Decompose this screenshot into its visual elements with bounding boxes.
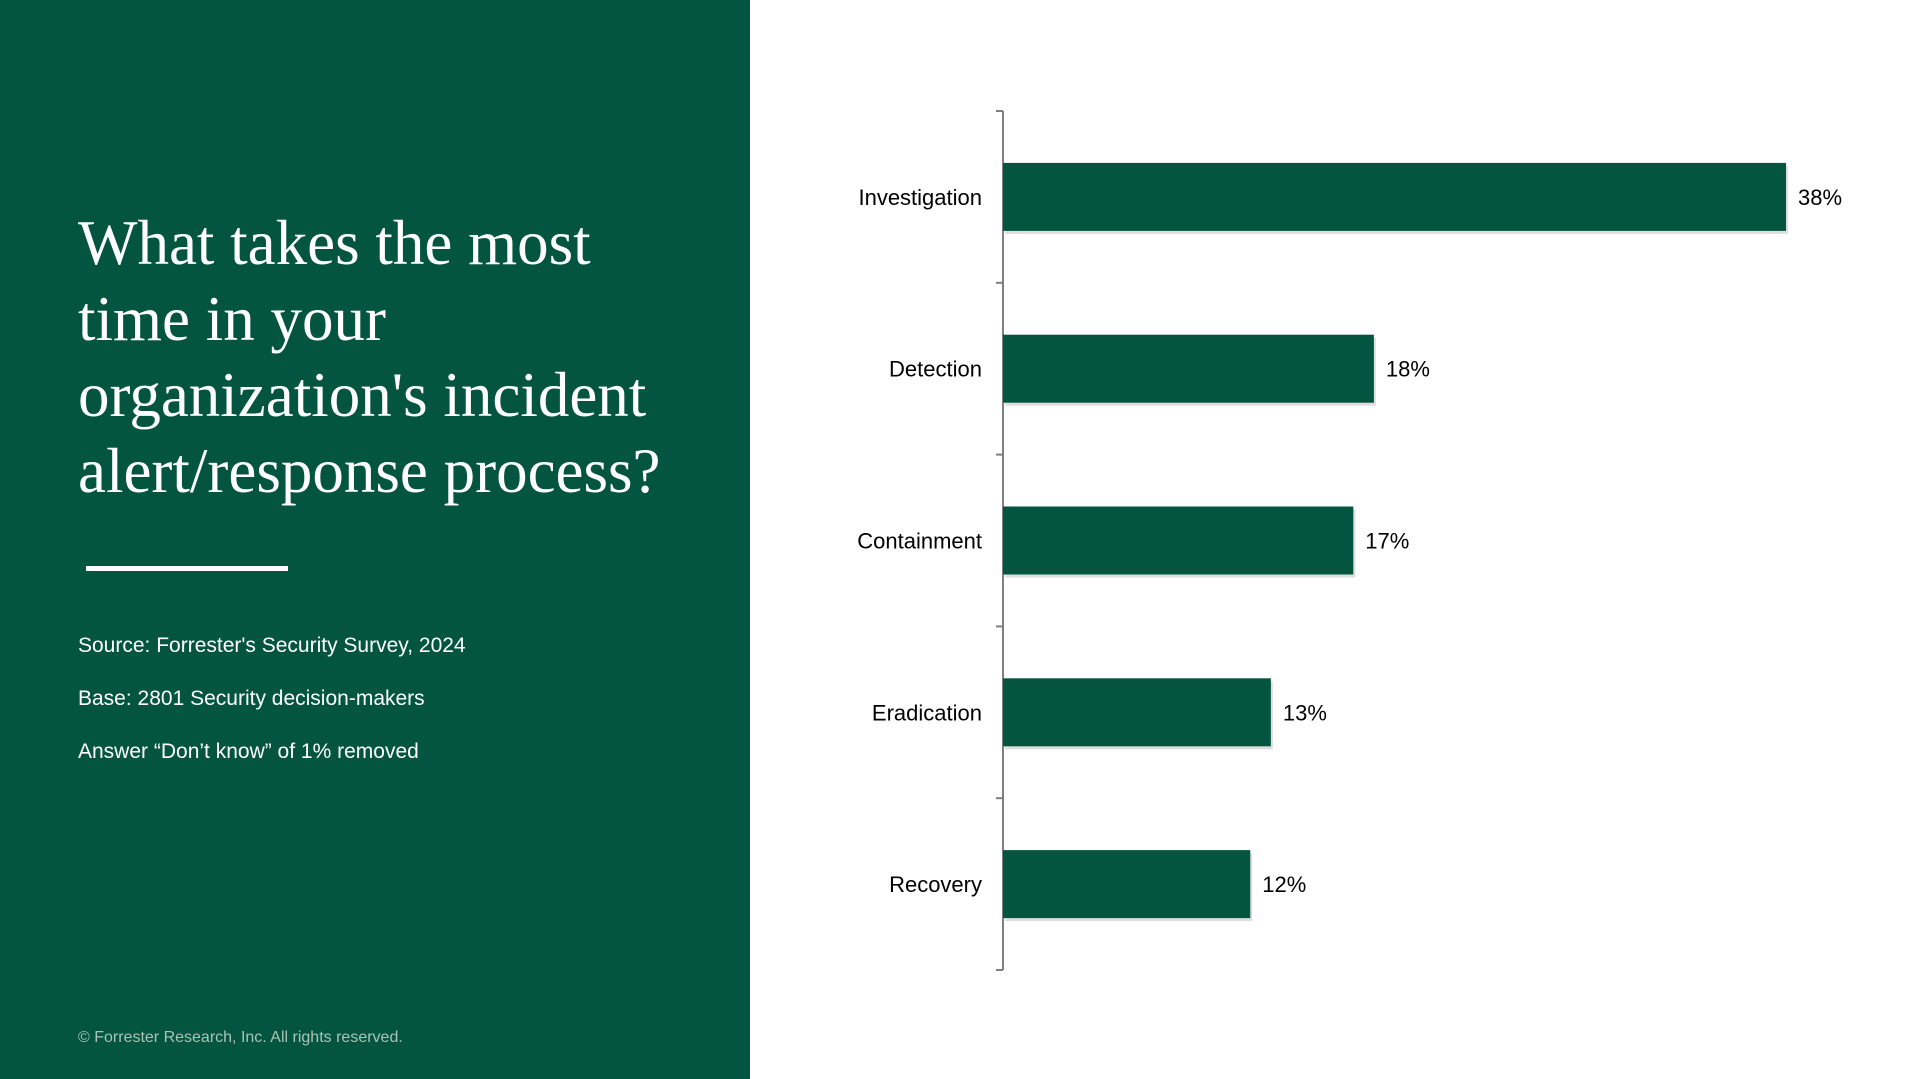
bar-recovery: [1003, 850, 1251, 919]
bar-investigation: [1003, 162, 1786, 231]
value-label: 38%: [1798, 185, 1842, 210]
value-label: 12%: [1262, 872, 1306, 897]
copyright-notice: © Forrester Research, Inc. All rights re…: [78, 1029, 403, 1046]
bar-eradication: [1003, 678, 1271, 747]
bar-containment: [1003, 506, 1354, 575]
category-label: Investigation: [858, 185, 982, 210]
left-panel: What takes the most time in your organiz…: [0, 0, 750, 1079]
bar-detection: [1003, 334, 1374, 403]
answer-note: Answer “Don’t know” of 1% removed: [78, 740, 419, 763]
category-label: Eradication: [872, 700, 982, 725]
category-label: Recovery: [889, 872, 982, 897]
category-label: Detection: [889, 357, 982, 382]
value-label: 13%: [1283, 700, 1327, 725]
value-label: 18%: [1386, 357, 1430, 382]
category-label: Containment: [857, 529, 982, 554]
base-note: Base: 2801 Security decision-makers: [78, 687, 425, 710]
value-label: 17%: [1365, 529, 1409, 554]
title-divider: [86, 566, 288, 571]
source-note: Source: Forrester's Security Survey, 202…: [78, 634, 466, 657]
slide-title: What takes the most time in your organiz…: [78, 208, 661, 506]
